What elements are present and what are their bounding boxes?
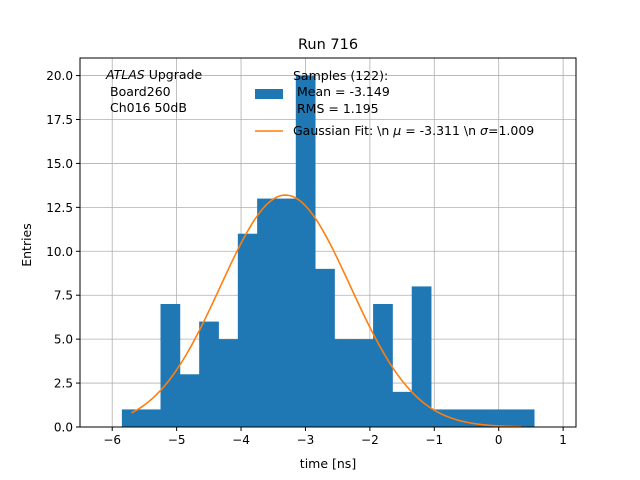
legend-fit-label: Gaussian Fit: \n μ = -3.311 \n σ=1.009	[293, 123, 534, 138]
axes-frame	[79, 57, 577, 428]
annotation-upgrade: Upgrade	[145, 67, 203, 82]
gaussian-fit-line	[131, 194, 522, 428]
chart-title: Run 716	[298, 37, 358, 53]
histogram-bar-8	[276, 198, 297, 427]
x-tick-label-7: 1	[559, 433, 567, 447]
x-axis-label: time [ns]	[300, 456, 356, 471]
x-tick-label-2: −4	[232, 433, 250, 447]
histogram-bar-18	[469, 409, 490, 427]
histogram-bar-13	[373, 304, 393, 427]
histogram-bar-14	[392, 391, 413, 427]
histogram-bar-19	[489, 409, 509, 427]
histogram-bar-11	[334, 339, 355, 427]
legend-hist-swatch	[255, 89, 283, 99]
legend-fit-part-1: Gaussian Fit: \n	[293, 123, 393, 138]
y-tick-label-4: 10.0	[46, 245, 73, 259]
axis-ticks: −6 −5 −4 −3 −2 −1 0 10.02.55.07.510.012.515.017…	[46, 69, 567, 447]
legend-fit-part-3: =1.009	[488, 123, 534, 138]
x-tick-label-5: −1	[425, 433, 443, 447]
y-tick-label-8: 20.0	[46, 69, 73, 83]
atlas-annotation: ATLAS Upgrade Board260 Ch016 50dB	[105, 67, 202, 115]
y-tick-label-5: 12.5	[46, 201, 73, 215]
annotation-atlas: ATLAS	[105, 67, 145, 82]
legend: Samples (122): Mean = -3.149 RMS = 1.195…	[255, 68, 534, 138]
annotation-line-1: ATLAS Upgrade	[105, 67, 202, 82]
y-tick-label-7: 17.5	[46, 113, 73, 127]
legend-fit-mu: μ	[392, 123, 401, 138]
histogram-bar-16	[431, 409, 451, 427]
x-tick-label-3: −3	[297, 433, 315, 447]
x-tick-label-4: −2	[361, 433, 379, 447]
histogram-bar-6	[237, 233, 258, 427]
y-tick-label-1: 2.5	[54, 377, 73, 391]
histogram-bar-20	[508, 409, 535, 427]
annotation-channel: Ch016 50dB	[110, 100, 187, 115]
y-tick-label-2: 5.0	[54, 333, 73, 347]
histogram-bar-0	[121, 409, 142, 427]
histogram-bar-5	[218, 339, 239, 427]
histogram-bar-1	[141, 409, 161, 427]
histogram-bar-10	[315, 268, 335, 427]
x-tick-label-6: 0	[495, 433, 503, 447]
x-tick-label-0: −6	[103, 433, 121, 447]
legend-fit-sigma: σ	[480, 123, 489, 138]
y-tick-label-0: 0.0	[54, 421, 73, 435]
x-tick-label-1: −5	[168, 433, 186, 447]
legend-hist-line-3: RMS = 1.195	[297, 101, 379, 116]
histogram-bar-4	[199, 321, 219, 427]
histogram-bar-15	[411, 286, 432, 427]
legend-fit-part-2: = -3.311 \n	[401, 123, 480, 138]
legend-hist-line-1: Samples (122):	[293, 68, 388, 83]
legend-hist-line-2: Mean = -3.149	[297, 84, 390, 99]
y-tick-label-3: 7.5	[54, 289, 73, 303]
annotation-board: Board260	[110, 84, 171, 99]
histogram-bar-2	[160, 304, 181, 427]
histogram-bar-12	[353, 339, 374, 427]
histogram-bars	[121, 75, 535, 428]
y-axis-label: Entries	[19, 223, 34, 267]
gaussian-fit-curve	[131, 194, 522, 428]
histogram-bar-9	[295, 75, 316, 428]
y-tick-label-6: 15.0	[46, 157, 73, 171]
histogram-bar-3	[179, 374, 200, 427]
histogram-bar-7	[257, 198, 277, 427]
